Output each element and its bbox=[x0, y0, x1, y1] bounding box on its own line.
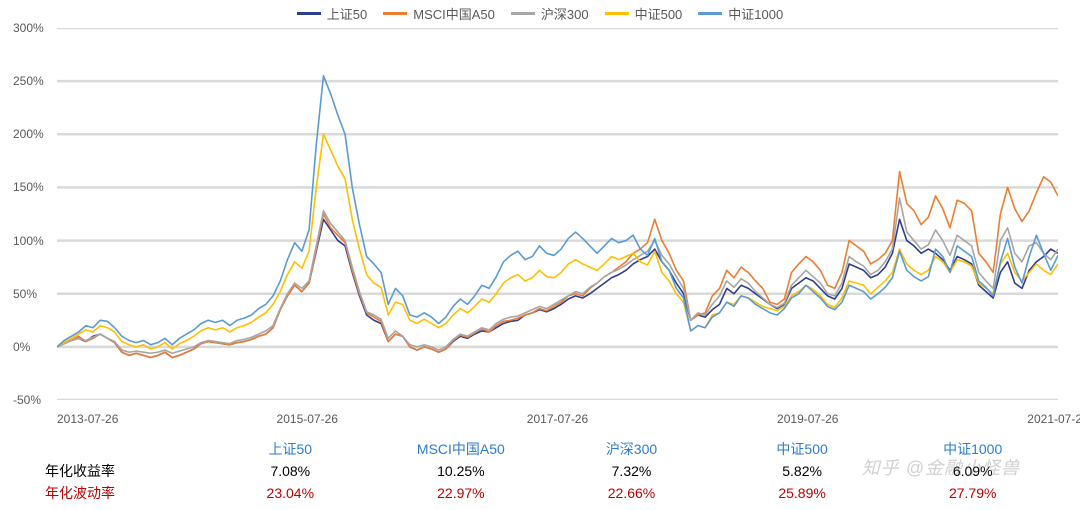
stats-row: 年化波动率23.04%22.97%22.66%25.89%27.79% bbox=[15, 482, 1058, 504]
stats-column-header: 上证50 bbox=[205, 439, 376, 459]
plot-area: -50%0%50%100%150%200%250%300%2013-07-262… bbox=[15, 28, 1058, 400]
legend-item: 上证50 bbox=[297, 4, 367, 23]
y-axis-label: 50% bbox=[13, 287, 37, 301]
stats-cell: 6.09% bbox=[887, 463, 1058, 479]
legend-item: MSCI中国A50 bbox=[383, 4, 495, 23]
stats-cell: 22.97% bbox=[376, 485, 547, 501]
stats-column-header: 沪深300 bbox=[546, 439, 717, 459]
stats-cell: 7.32% bbox=[546, 463, 717, 479]
x-axis-label: 2019-07-26 bbox=[777, 412, 838, 426]
legend-item: 中证500 bbox=[605, 4, 683, 23]
x-axis-label: 2021-07-26 bbox=[1027, 412, 1080, 426]
stats-column-header: MSCI中国A50 bbox=[376, 439, 547, 459]
legend-swatch bbox=[383, 12, 407, 15]
x-axis-label: 2013-07-26 bbox=[57, 412, 118, 426]
y-axis-label: 250% bbox=[13, 74, 44, 88]
stats-cell: 5.82% bbox=[717, 463, 888, 479]
legend-item: 中证1000 bbox=[698, 4, 783, 23]
legend-label: 沪深300 bbox=[541, 4, 589, 23]
legend-label: MSCI中国A50 bbox=[413, 4, 495, 23]
stats-table: 上证50MSCI中国A50沪深300中证500中证1000年化收益率7.08%1… bbox=[15, 438, 1058, 504]
y-axis-label: 300% bbox=[13, 21, 44, 35]
legend-swatch bbox=[698, 12, 722, 15]
stats-cell: 23.04% bbox=[205, 485, 376, 501]
y-axis-label: 150% bbox=[13, 180, 44, 194]
y-axis-label: -50% bbox=[13, 393, 41, 407]
stats-cell: 10.25% bbox=[376, 463, 547, 479]
stats-cell: 27.79% bbox=[887, 485, 1058, 501]
y-axis-label: 200% bbox=[13, 127, 44, 141]
stats-header-row: 上证50MSCI中国A50沪深300中证500中证1000 bbox=[15, 438, 1058, 460]
y-axis-label: 100% bbox=[13, 234, 44, 248]
stats-cell: 22.66% bbox=[546, 485, 717, 501]
legend-label: 中证1000 bbox=[728, 4, 783, 23]
stats-column-header: 中证1000 bbox=[887, 439, 1058, 459]
stats-row-label: 年化波动率 bbox=[15, 483, 205, 503]
x-axis-label: 2017-07-26 bbox=[527, 412, 588, 426]
legend-item: 沪深300 bbox=[511, 4, 589, 23]
legend-swatch bbox=[297, 12, 321, 15]
stats-row: 年化收益率7.08%10.25%7.32%5.82%6.09% bbox=[15, 460, 1058, 482]
line-chart bbox=[57, 28, 1058, 400]
legend-swatch bbox=[605, 12, 629, 15]
x-axis-label: 2015-07-26 bbox=[277, 412, 338, 426]
legend: 上证50 MSCI中国A50 沪深300 中证500 中证1000 bbox=[0, 4, 1080, 23]
stats-cell: 7.08% bbox=[205, 463, 376, 479]
y-axis-label: 0% bbox=[13, 340, 30, 354]
stats-column-header: 中证500 bbox=[717, 439, 888, 459]
legend-swatch bbox=[511, 12, 535, 15]
legend-label: 中证500 bbox=[635, 4, 683, 23]
stats-row-label: 年化收益率 bbox=[15, 461, 205, 481]
legend-label: 上证50 bbox=[327, 4, 367, 23]
chart-container: 上证50MSCI中国A50沪深300中证500中证1000 -50%0%50%1… bbox=[0, 0, 1080, 510]
stats-cell: 25.89% bbox=[717, 485, 888, 501]
